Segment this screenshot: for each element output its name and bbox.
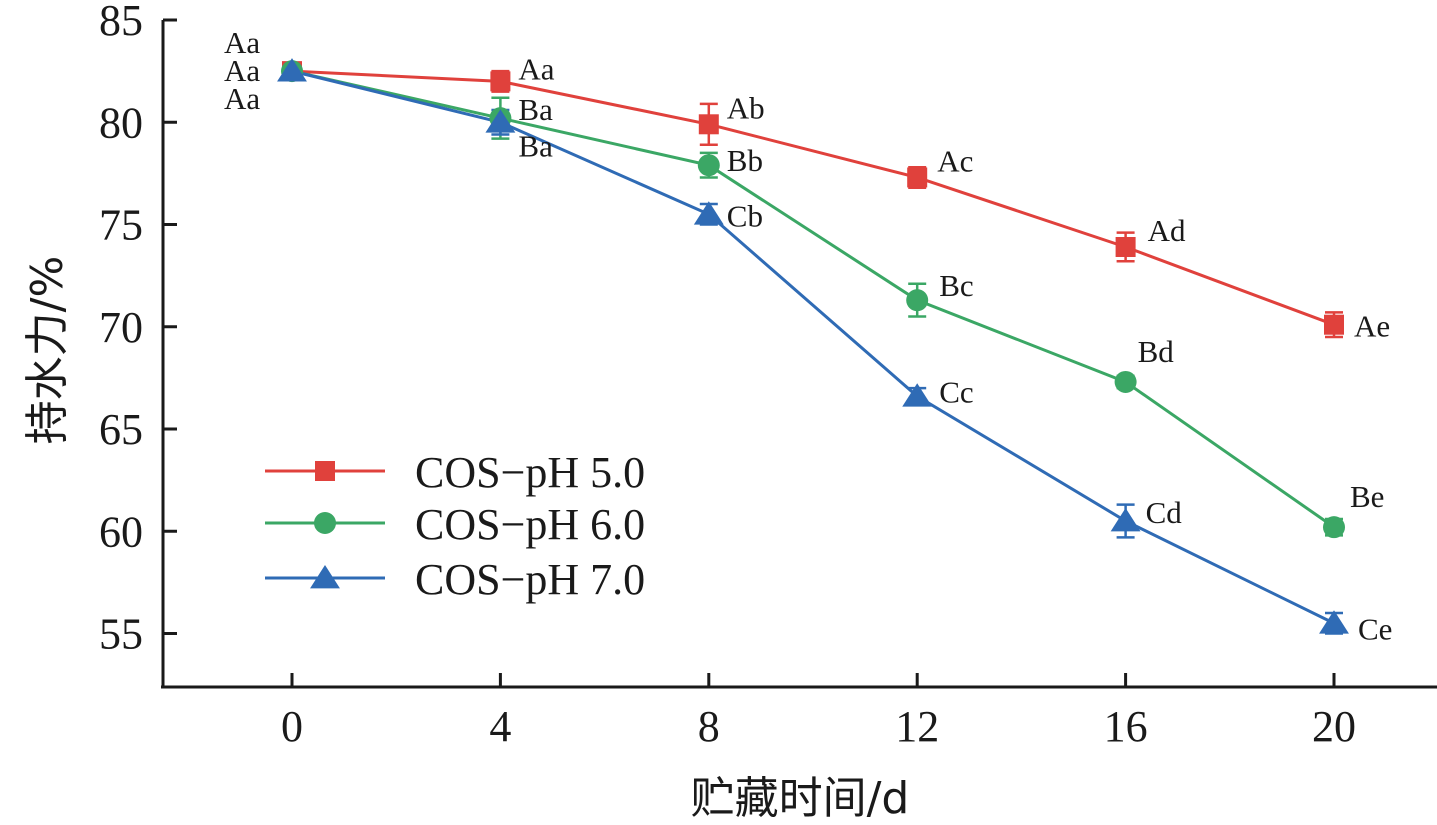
data-point (1110, 508, 1141, 532)
x-tick-label: 12 (895, 702, 939, 751)
point-label: Bb (727, 143, 763, 178)
point-label: Ad (1148, 213, 1186, 248)
y-tick-label: 75 (99, 201, 143, 250)
markers (277, 58, 1349, 634)
point-label: Aa (224, 25, 260, 60)
data-point (1115, 236, 1136, 257)
y-tick-label: 85 (99, 0, 143, 45)
x-axis-title: 贮藏时间/d (691, 773, 910, 824)
x-tick-label: 4 (489, 702, 511, 751)
data-point (490, 71, 511, 92)
y-tick-label: 80 (99, 98, 143, 147)
legend-label: COS−pH 5.0 (415, 448, 645, 497)
legend-marker (310, 565, 340, 589)
point-label: Be (1350, 479, 1384, 514)
point-label: Ba (518, 92, 553, 127)
data-point (902, 383, 933, 407)
legend-marker (314, 512, 336, 534)
y-tick-label: 65 (99, 405, 143, 454)
point-label: Bd (1138, 334, 1175, 369)
data-point (907, 167, 928, 188)
data-point (697, 154, 720, 177)
point-label: Bc (939, 268, 973, 303)
legend-item: COS−pH 6.0 (265, 500, 645, 549)
y-ticks: 55 60 65 70 75 80 85 (99, 0, 177, 659)
legend-item: COS−pH 5.0 (265, 448, 645, 497)
point-label: Ae (1354, 309, 1390, 344)
data-point (693, 201, 724, 225)
point-label: Ba (518, 128, 553, 163)
series-line-3 (291, 69, 1335, 625)
point-label: Cc (939, 374, 973, 409)
data-point (277, 58, 307, 82)
point-label: Ac (937, 143, 973, 178)
series-line-2 (291, 69, 1335, 529)
series-lines (291, 69, 1335, 625)
y-tick-label: 55 (99, 610, 143, 659)
data-point (1323, 516, 1345, 539)
data-point (485, 109, 516, 133)
point-label: Ce (1358, 611, 1392, 646)
x-tick-label: 20 (1312, 702, 1356, 751)
data-point (906, 289, 929, 312)
y-tick-label: 70 (99, 303, 143, 352)
axes (161, 20, 1437, 689)
point-label: Ab (727, 90, 765, 125)
y-axis-title: 持水力/% (22, 256, 73, 445)
data-point (1324, 314, 1344, 335)
x-tick-label: 16 (1104, 702, 1148, 751)
x-tick-label: 8 (698, 702, 720, 751)
point-label: Aa (224, 81, 260, 116)
y-tick-label: 60 (99, 507, 143, 556)
data-point (698, 114, 719, 135)
data-point (1319, 610, 1349, 634)
point-label: Aa (518, 51, 554, 86)
point-label: Cb (727, 198, 763, 233)
x-ticks: 0 4 8 12 16 20 (281, 673, 1356, 751)
point-label: Aa (224, 53, 260, 88)
legend-label: COS−pH 6.0 (415, 500, 645, 549)
legend-item: COS−pH 7.0 (265, 555, 645, 604)
legend-marker (315, 461, 335, 481)
data-point (1114, 370, 1137, 393)
x-tick-label: 0 (281, 702, 303, 751)
point-label: Cd (1146, 495, 1183, 530)
series-line-1 (291, 69, 1335, 327)
legend-label: COS−pH 7.0 (415, 555, 645, 604)
